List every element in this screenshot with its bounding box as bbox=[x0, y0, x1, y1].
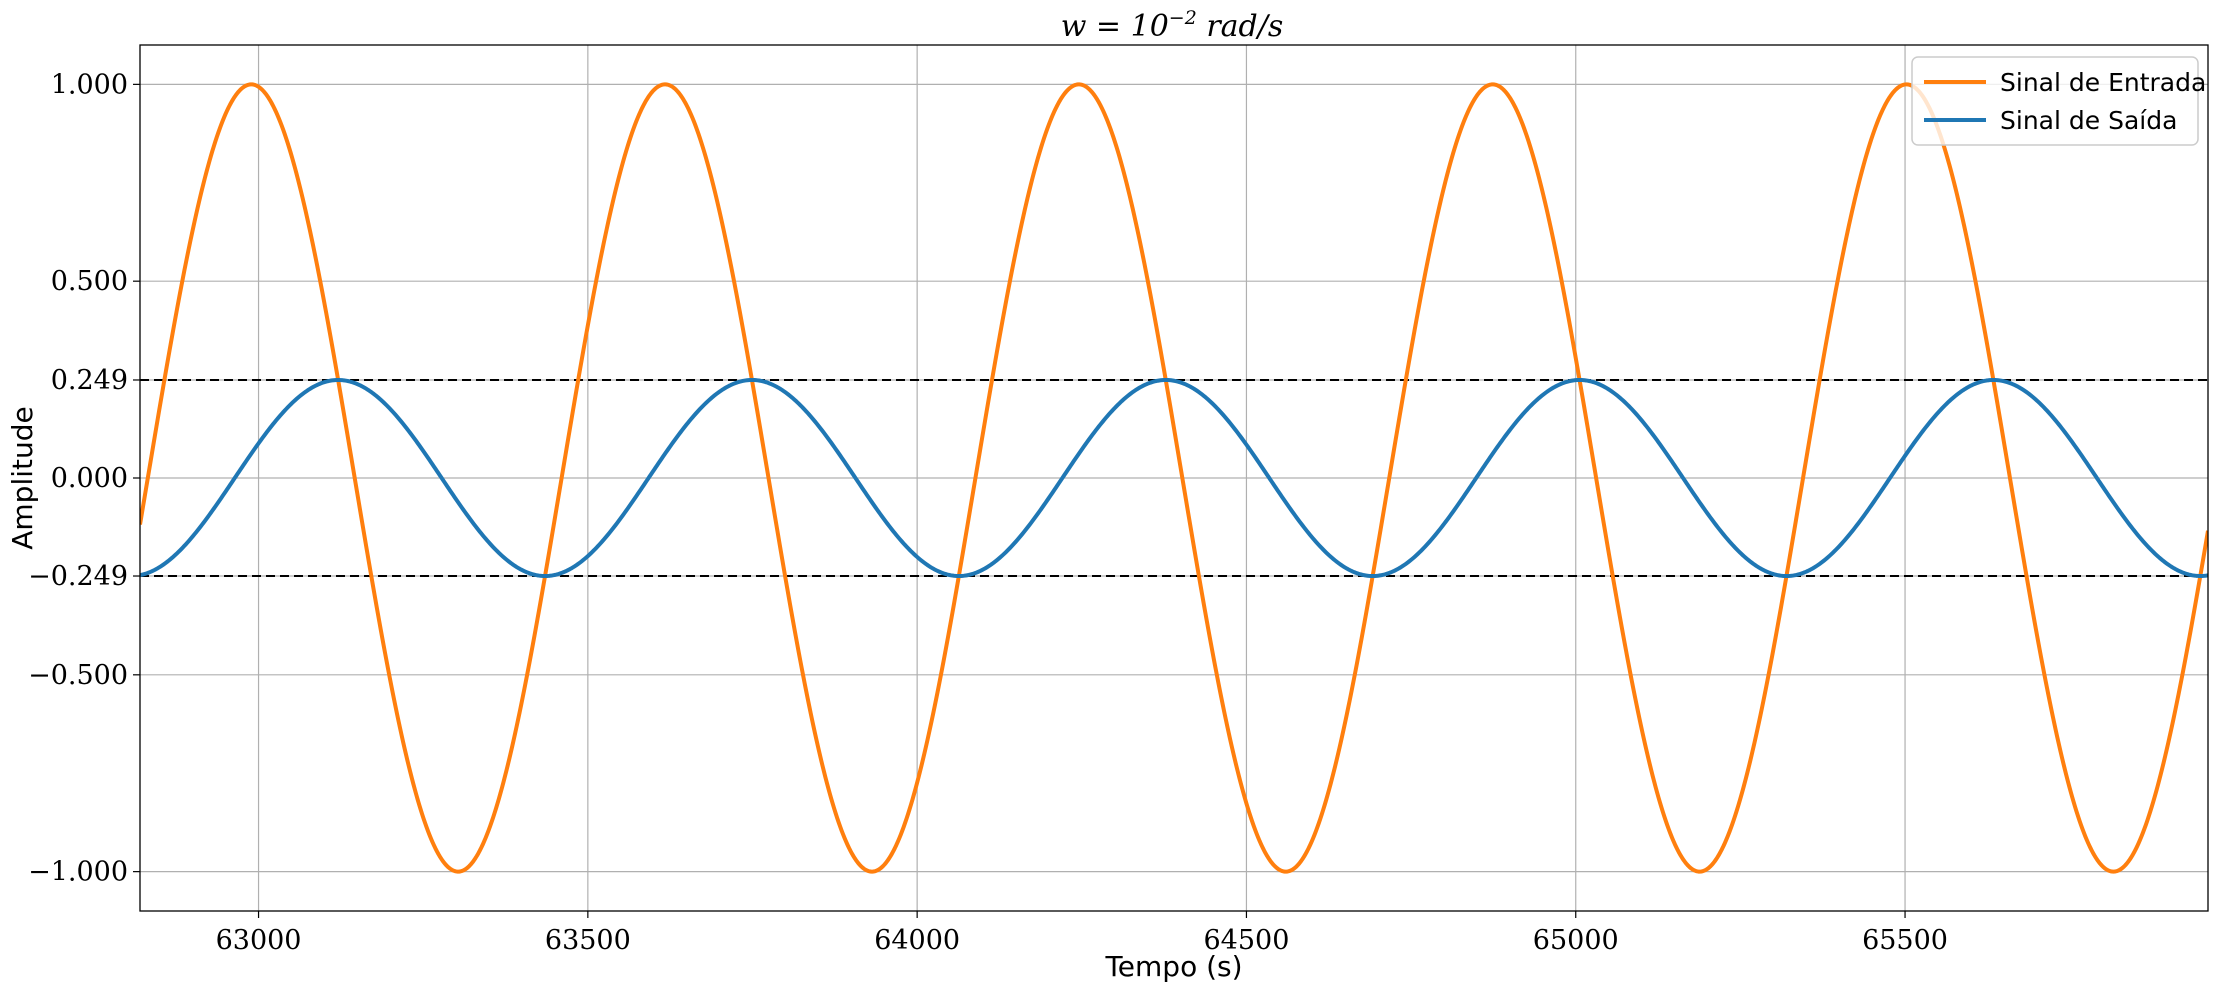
x-tick-label: 64000 bbox=[874, 925, 960, 956]
chart-title: w = 10−2 rad/s bbox=[1061, 7, 1284, 44]
x-axis-label: Tempo (s) bbox=[1104, 950, 1242, 983]
legend-label-saida: Sinal de Saída bbox=[2000, 106, 2177, 135]
y-tick-label: 1.000 bbox=[51, 69, 128, 100]
y-tick-label: −1.000 bbox=[28, 857, 128, 888]
y-tick-label: −0.249 bbox=[28, 561, 128, 592]
x-tick-label: 64500 bbox=[1203, 925, 1289, 956]
legend-box bbox=[1911, 56, 2199, 146]
title-suffix: rad/s bbox=[1197, 9, 1283, 44]
y-tick-labels: 1.000 0.500 0.249 0.000 −0.249 −0.500 −1.000 bbox=[28, 69, 140, 888]
reference-lines bbox=[140, 378, 2208, 578]
y-tick-label: 0.249 bbox=[51, 365, 128, 396]
title-prefix: w = 10 bbox=[1061, 9, 1169, 44]
series-layer bbox=[140, 82, 2208, 874]
y-tick-label: 0.000 bbox=[51, 463, 128, 494]
legend: Sinal de Entrada Sinal de Saída bbox=[1911, 56, 2206, 146]
x-tick-labels: 63000 63500 64000 64500 65000 65500 bbox=[216, 911, 1948, 956]
x-tick-label: 65500 bbox=[1862, 925, 1948, 956]
x-tick-label: 63500 bbox=[545, 925, 631, 956]
y-tick-label: 0.500 bbox=[51, 266, 128, 297]
x-tick-label: 65000 bbox=[1533, 925, 1619, 956]
y-tick-label: −0.500 bbox=[28, 660, 128, 691]
x-tick-label: 63000 bbox=[216, 925, 302, 956]
series-line-saida bbox=[140, 377, 2208, 579]
grid-layer bbox=[140, 45, 2208, 911]
y-axis-label: Amplitude bbox=[6, 406, 39, 550]
legend-label-entrada: Sinal de Entrada bbox=[2000, 68, 2206, 97]
series-line-entrada bbox=[140, 82, 2208, 874]
title-exponent: −2 bbox=[1169, 7, 1197, 29]
